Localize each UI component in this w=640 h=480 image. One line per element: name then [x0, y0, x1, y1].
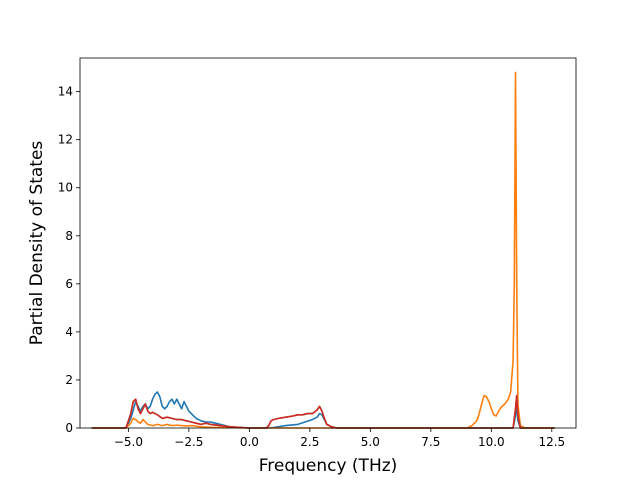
x-tick-label: 7.5	[421, 435, 440, 449]
y-axis-label: Partial Density of States	[27, 141, 47, 346]
y-tick-label: 14	[58, 85, 73, 99]
x-tick-label: 2.5	[300, 435, 319, 449]
x-tick-label: 0.0	[240, 435, 259, 449]
y-tick-label: 8	[65, 229, 73, 243]
x-tick-label: −2.5	[174, 435, 203, 449]
x-tick-label: 5.0	[361, 435, 380, 449]
series-line-4	[91, 394, 556, 429]
y-tick-label: 12	[58, 133, 73, 147]
y-tick-label: 10	[58, 181, 73, 195]
x-tick-label: −5.0	[114, 435, 143, 449]
x-tick-label: 12.5	[538, 435, 565, 449]
y-tick-label: 2	[65, 373, 73, 387]
plot-frame	[79, 57, 577, 429]
series-line-2	[91, 71, 556, 429]
y-tick-label: 0	[65, 421, 73, 435]
x-axis-label: Frequency (THz)	[259, 456, 398, 476]
x-tick-label: 10.0	[478, 435, 505, 449]
y-axis-ticks: 0 2 4 6 8 10 12 14	[58, 85, 80, 435]
y-tick-label: 4	[65, 325, 73, 339]
y-tick-label: 6	[65, 277, 73, 291]
x-axis-ticks: −5.0 −2.5 0.0 2.5 5.0 7.5 10.0 12.5	[114, 428, 565, 449]
series-layer	[91, 71, 556, 429]
